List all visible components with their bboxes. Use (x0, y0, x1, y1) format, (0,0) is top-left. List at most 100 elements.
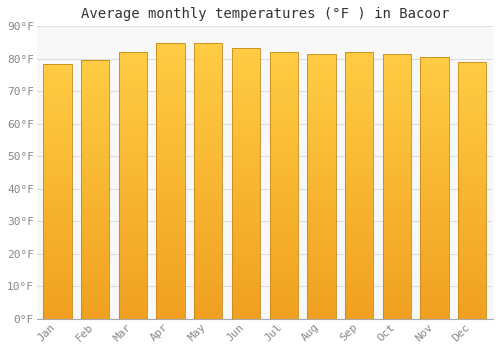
Bar (270, 81, 298, 84)
Bar (118, 236, 147, 239)
Bar (118, 100, 147, 103)
Bar (118, 73, 147, 76)
Bar (194, 313, 222, 316)
Bar (81, 316, 110, 319)
Bar (156, 175, 184, 178)
Bar (44, 237, 72, 240)
Bar (118, 89, 147, 92)
Bar (270, 175, 298, 177)
Bar (81, 76, 110, 78)
Bar (81, 303, 110, 306)
Bar (270, 177, 298, 180)
Bar (345, 279, 374, 281)
Bar (232, 129, 260, 132)
Bar (420, 222, 448, 225)
Bar (194, 114, 222, 117)
Bar (345, 265, 374, 268)
Bar (118, 193, 147, 196)
Bar (118, 81, 147, 84)
Bar (118, 84, 147, 86)
Bar (458, 152, 486, 154)
Bar (232, 292, 260, 294)
Bar (458, 67, 486, 70)
Bar (382, 239, 411, 242)
Bar (345, 142, 374, 145)
Bar (44, 115, 72, 117)
Bar (156, 189, 184, 192)
Bar (81, 275, 110, 278)
Bar (44, 71, 72, 74)
Bar (156, 136, 184, 139)
Bar (81, 210, 110, 213)
Bar (194, 291, 222, 294)
Bar (308, 229, 336, 231)
Bar (156, 272, 184, 275)
Bar (308, 208, 336, 210)
Bar (44, 202, 72, 204)
Bar (420, 175, 448, 177)
Bar (232, 64, 260, 67)
Bar (232, 138, 260, 140)
Bar (308, 173, 336, 176)
Bar (232, 108, 260, 110)
Bar (156, 228, 184, 230)
Bar (270, 215, 298, 217)
Bar (420, 259, 448, 261)
Bar (420, 122, 448, 125)
Bar (345, 68, 374, 70)
Bar (44, 224, 72, 227)
Bar (194, 150, 222, 153)
Bar (270, 284, 298, 287)
Bar (270, 100, 298, 103)
Bar (44, 301, 72, 303)
Bar (420, 303, 448, 306)
Bar (118, 140, 147, 142)
Bar (270, 89, 298, 92)
Bar (44, 219, 72, 222)
Bar (345, 276, 374, 279)
Bar (194, 125, 222, 128)
Bar (270, 116, 298, 118)
Bar (420, 301, 448, 303)
Bar (232, 119, 260, 121)
Bar (118, 250, 147, 252)
Bar (420, 206, 448, 209)
Bar (382, 72, 411, 75)
Bar (44, 87, 72, 89)
Bar (81, 257, 110, 259)
Bar (156, 87, 184, 90)
Bar (458, 188, 486, 190)
Bar (458, 134, 486, 136)
Bar (382, 152, 411, 155)
Bar (194, 214, 222, 217)
Bar (345, 124, 374, 126)
Bar (81, 218, 110, 220)
Bar (44, 278, 72, 281)
Bar (382, 231, 411, 234)
Bar (382, 118, 411, 120)
Bar (458, 214, 486, 216)
Bar (232, 167, 260, 170)
Bar (420, 110, 448, 112)
Bar (308, 216, 336, 218)
Bar (308, 128, 336, 131)
Bar (194, 43, 222, 319)
Bar (420, 188, 448, 191)
Bar (308, 165, 336, 168)
Bar (458, 90, 486, 93)
Bar (194, 156, 222, 159)
Bar (156, 117, 184, 120)
Bar (232, 278, 260, 281)
Bar (81, 262, 110, 265)
Bar (420, 251, 448, 253)
Bar (308, 306, 336, 308)
Bar (270, 73, 298, 76)
Bar (382, 290, 411, 292)
Bar (118, 284, 147, 287)
Bar (458, 270, 486, 273)
Bar (420, 267, 448, 269)
Bar (345, 76, 374, 78)
Bar (420, 112, 448, 115)
Bar (44, 140, 72, 143)
Bar (308, 78, 336, 80)
